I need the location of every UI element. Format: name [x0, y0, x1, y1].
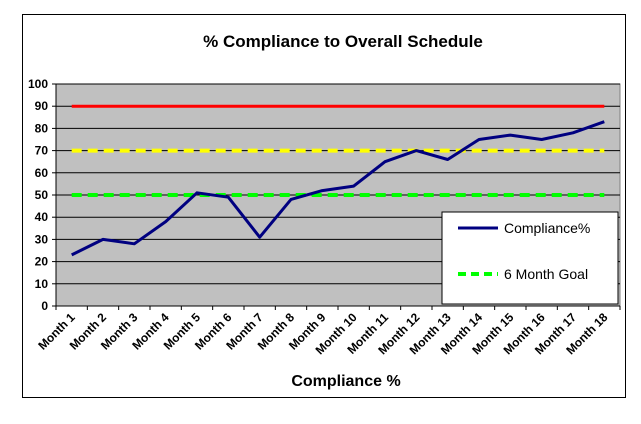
y-tick-label: 50 [35, 188, 49, 202]
y-tick-label: 40 [35, 210, 49, 224]
chart-title: % Compliance to Overall Schedule [203, 32, 483, 51]
y-tick-label: 90 [35, 99, 49, 113]
x-axis-label: Compliance % [291, 373, 400, 390]
legend-label: 6 Month Goal [504, 266, 588, 282]
y-tick-label: 10 [35, 277, 49, 291]
legend-label: Compliance% [504, 220, 590, 236]
y-tick-label: 80 [35, 121, 49, 135]
series-line-compliance [71, 120, 605, 257]
y-tick-label: 30 [35, 232, 49, 246]
y-tick-label: 20 [35, 255, 49, 269]
y-tick-label: 100 [28, 77, 48, 91]
y-tick-label: 60 [35, 166, 49, 180]
y-tick-label: 0 [41, 299, 48, 313]
y-tick-label: 70 [35, 144, 49, 158]
